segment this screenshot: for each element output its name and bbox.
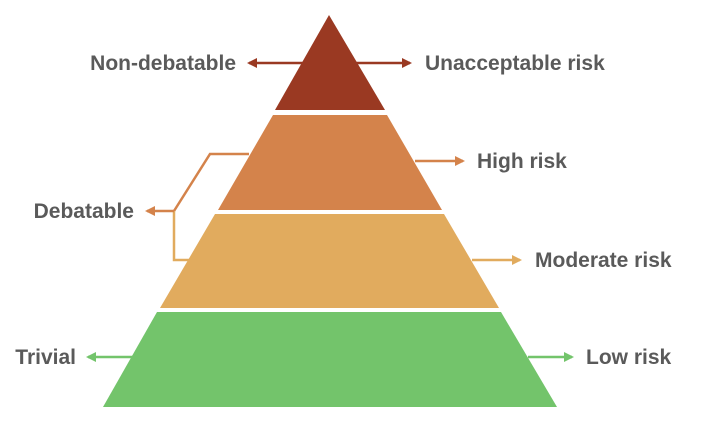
- debatable-bracket-bottom: [172, 211, 190, 262]
- label-moderate-risk: Moderate risk: [535, 249, 672, 272]
- label-trivial: Trivial: [15, 346, 76, 369]
- pyramid-level-moderate: [160, 214, 499, 308]
- label-debatable: Debatable: [34, 200, 134, 223]
- label-low-risk: Low risk: [586, 346, 672, 369]
- debatable-bracket-top: [172, 152, 249, 212]
- pyramid-level-low: [103, 312, 557, 407]
- label-high-risk: High risk: [477, 150, 567, 173]
- label-unacceptable-risk: Unacceptable risk: [425, 52, 605, 75]
- pyramid-level-high: [218, 115, 442, 210]
- label-non-debatable: Non-debatable: [90, 52, 236, 75]
- pyramid-level-unacceptable: [275, 15, 385, 110]
